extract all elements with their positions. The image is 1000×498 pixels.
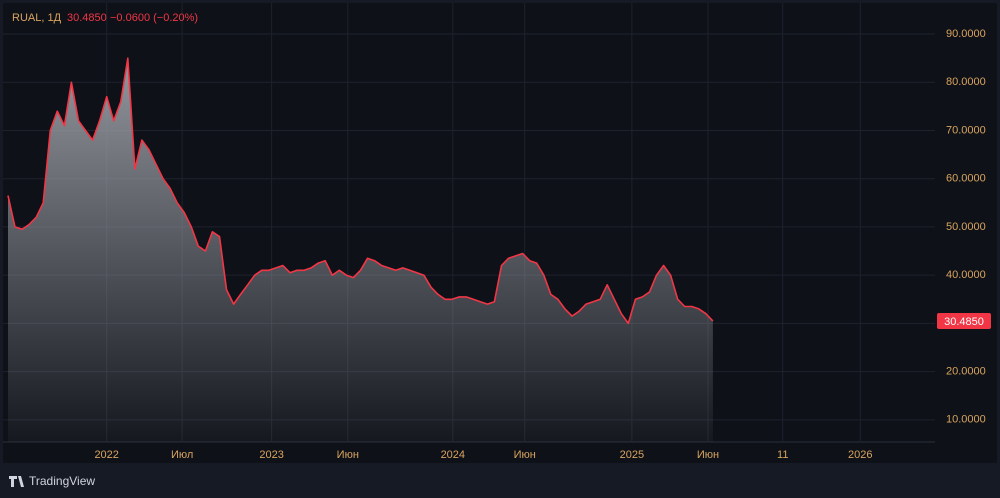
last-price-label: 30.4850	[944, 316, 984, 328]
x-tick-label: Июн	[514, 449, 536, 461]
logo-icon	[9, 476, 24, 487]
last-price-box	[937, 313, 991, 330]
y-tick-label: 50.0000	[946, 221, 986, 233]
x-tick-label: Июн	[337, 449, 359, 461]
x-tick-label: 2026	[848, 449, 872, 461]
x-tick-label: Июл	[171, 449, 193, 461]
y-tick-label: 20.0000	[946, 366, 986, 378]
y-tick-label: 80.0000	[946, 76, 986, 88]
x-tick-label: 2023	[259, 449, 283, 461]
y-tick-label: 40.0000	[946, 269, 986, 281]
x-tick-label: 2024	[441, 449, 465, 461]
branding: TradingView	[29, 474, 95, 488]
x-tick-label: 11	[777, 449, 788, 461]
change: −0.0600 (−0.20%)	[110, 12, 198, 24]
y-tick-label: 70.0000	[946, 124, 986, 136]
y-tick-label: 90.0000	[946, 28, 986, 40]
x-tick-label: 2025	[620, 449, 644, 461]
y-tick-label: 10.0000	[946, 414, 986, 426]
y-tick-label: 60.0000	[946, 173, 986, 185]
area	[8, 58, 713, 442]
price: 30.4850	[67, 12, 107, 24]
logo: TradingView	[9, 474, 95, 488]
symbol: RUAL, 1Д	[12, 12, 62, 24]
line	[7, 57, 714, 325]
x-tick-label: Июн	[697, 449, 719, 461]
x-tick-label: 2022	[94, 449, 118, 461]
